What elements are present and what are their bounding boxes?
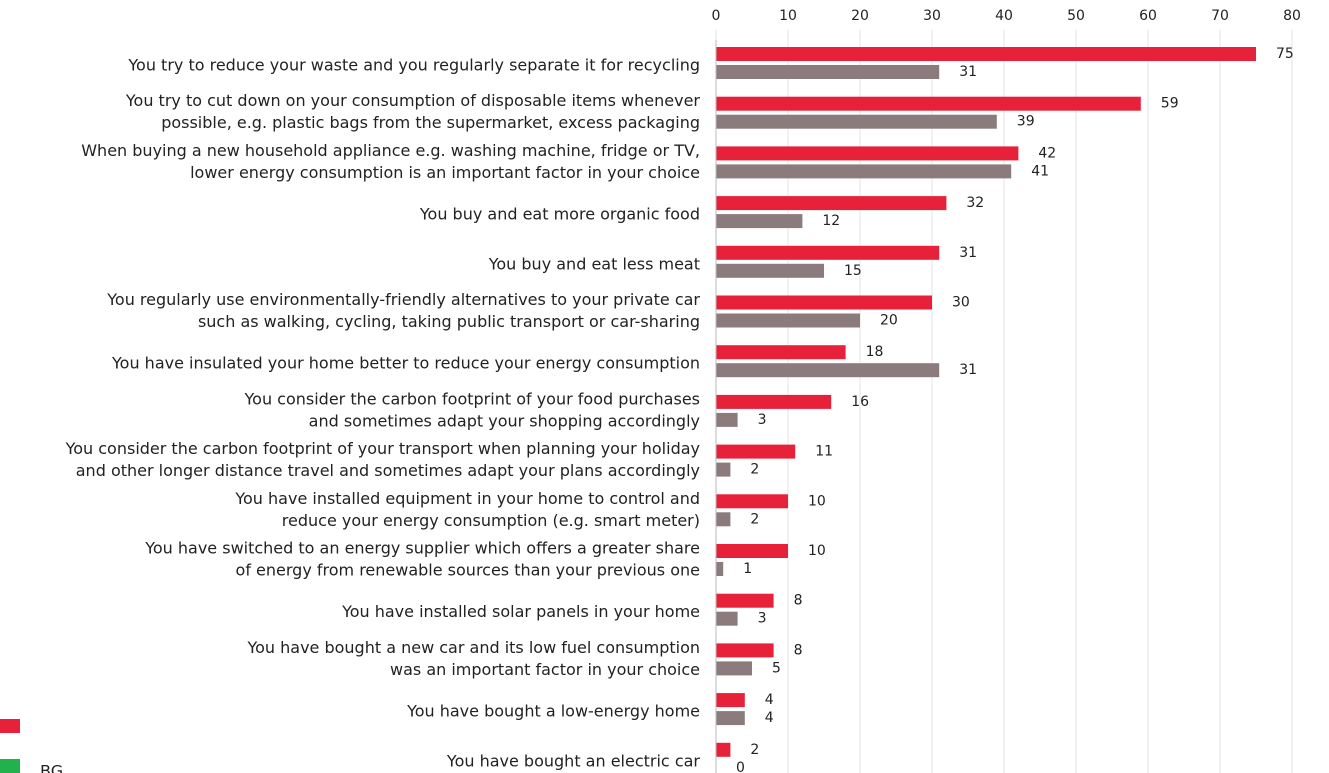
x-tick-label: 20 xyxy=(851,8,869,24)
category-label: and sometimes adapt your shopping accord… xyxy=(309,411,700,430)
bar xyxy=(716,65,940,79)
x-tick-label: 80 xyxy=(1283,8,1301,24)
value-label: 2 xyxy=(750,511,759,527)
bar xyxy=(716,544,788,558)
bar xyxy=(716,412,738,427)
bar xyxy=(716,611,738,626)
value-label: 32 xyxy=(966,195,984,211)
bar xyxy=(716,444,796,459)
category-label: You consider the carbon footprint of you… xyxy=(65,439,700,458)
legend-label: BG xyxy=(40,762,63,773)
bar xyxy=(716,562,724,576)
value-label: 2 xyxy=(750,462,759,478)
bar xyxy=(716,394,832,409)
value-label: 75 xyxy=(1276,46,1294,62)
value-label: 4 xyxy=(765,692,774,708)
category-label: You have bought a low-energy home xyxy=(406,702,700,721)
x-tick-label: 30 xyxy=(923,8,941,24)
category-label: You have insulated your home better to r… xyxy=(111,354,700,373)
category-label: You have bought an electric car xyxy=(446,751,700,770)
x-tick-label: 10 xyxy=(779,8,797,24)
bar xyxy=(716,196,947,211)
value-label: 42 xyxy=(1038,145,1056,161)
category-label: You consider the carbon footprint of you… xyxy=(244,389,701,408)
value-label: 39 xyxy=(1017,114,1035,130)
bar xyxy=(716,345,846,360)
x-tick-label: 40 xyxy=(995,8,1013,24)
value-label: 31 xyxy=(959,64,977,80)
value-label: 10 xyxy=(808,493,826,509)
value-label: 0 xyxy=(736,760,745,773)
legend-swatch xyxy=(0,719,20,733)
bar xyxy=(716,661,752,676)
category-label: You have switched to an energy supplier … xyxy=(144,539,700,558)
value-label: 10 xyxy=(808,543,826,559)
value-label: 3 xyxy=(758,611,767,627)
category-label: such as walking, cycling, taking public … xyxy=(198,312,700,331)
legend-swatch xyxy=(0,759,20,773)
value-label: 59 xyxy=(1161,96,1179,112)
value-label: 16 xyxy=(851,394,869,410)
value-label: 8 xyxy=(794,593,803,609)
value-label: 5 xyxy=(772,660,781,676)
value-label: 3 xyxy=(758,412,767,428)
bar xyxy=(716,512,731,527)
bar xyxy=(716,146,1019,161)
category-label: reduce your energy consumption (e.g. sma… xyxy=(282,511,700,530)
category-label: of energy from renewable sources than yo… xyxy=(236,561,700,580)
value-label: 15 xyxy=(844,263,862,279)
category-label: You regularly use environmentally-friend… xyxy=(106,290,700,309)
value-label: 8 xyxy=(794,642,803,658)
bar xyxy=(716,643,774,658)
bar xyxy=(716,693,745,708)
bar xyxy=(716,494,788,509)
bar xyxy=(716,114,997,129)
category-label: You have bought a new car and its low fu… xyxy=(246,638,700,657)
bar xyxy=(716,245,940,260)
category-label: You try to reduce your waste and you reg… xyxy=(127,56,700,75)
category-label: You buy and eat less meat xyxy=(488,254,700,273)
x-tick-label: 60 xyxy=(1139,8,1157,24)
category-label: You try to cut down on your consumption … xyxy=(125,91,701,110)
category-label: was an important factor in your choice xyxy=(390,660,700,679)
bar xyxy=(716,711,745,726)
value-label: 11 xyxy=(815,444,833,460)
bar xyxy=(716,214,803,229)
bar xyxy=(716,164,1012,179)
value-label: 41 xyxy=(1031,163,1049,179)
value-label: 18 xyxy=(866,344,884,360)
category-label: You have installed solar panels in your … xyxy=(341,602,700,621)
category-label: You buy and eat more organic food xyxy=(419,205,700,224)
category-label: You have installed equipment in your hom… xyxy=(234,489,700,508)
x-tick-label: 70 xyxy=(1211,8,1229,24)
bar xyxy=(716,47,1256,61)
value-label: 4 xyxy=(765,710,774,726)
value-label: 30 xyxy=(952,295,970,311)
bar xyxy=(716,593,774,608)
category-label: When buying a new household appliance e.… xyxy=(81,141,700,160)
value-label: 1 xyxy=(743,561,752,577)
bar xyxy=(716,96,1141,111)
bar xyxy=(716,363,940,378)
bar xyxy=(716,263,824,278)
x-tick-label: 50 xyxy=(1067,8,1085,24)
category-label: possible, e.g. plastic bags from the sup… xyxy=(161,113,700,132)
category-label: and other longer distance travel and som… xyxy=(76,461,700,480)
bar xyxy=(716,313,860,328)
bar xyxy=(716,742,731,757)
value-label: 31 xyxy=(959,362,977,378)
value-label: 12 xyxy=(822,213,840,229)
category-label: lower energy consumption is an important… xyxy=(190,163,700,182)
value-label: 31 xyxy=(959,245,977,261)
value-label: 20 xyxy=(880,313,898,329)
x-tick-label: 0 xyxy=(712,8,721,24)
bar xyxy=(716,462,731,477)
value-label: 2 xyxy=(750,742,759,758)
bar xyxy=(716,295,932,310)
